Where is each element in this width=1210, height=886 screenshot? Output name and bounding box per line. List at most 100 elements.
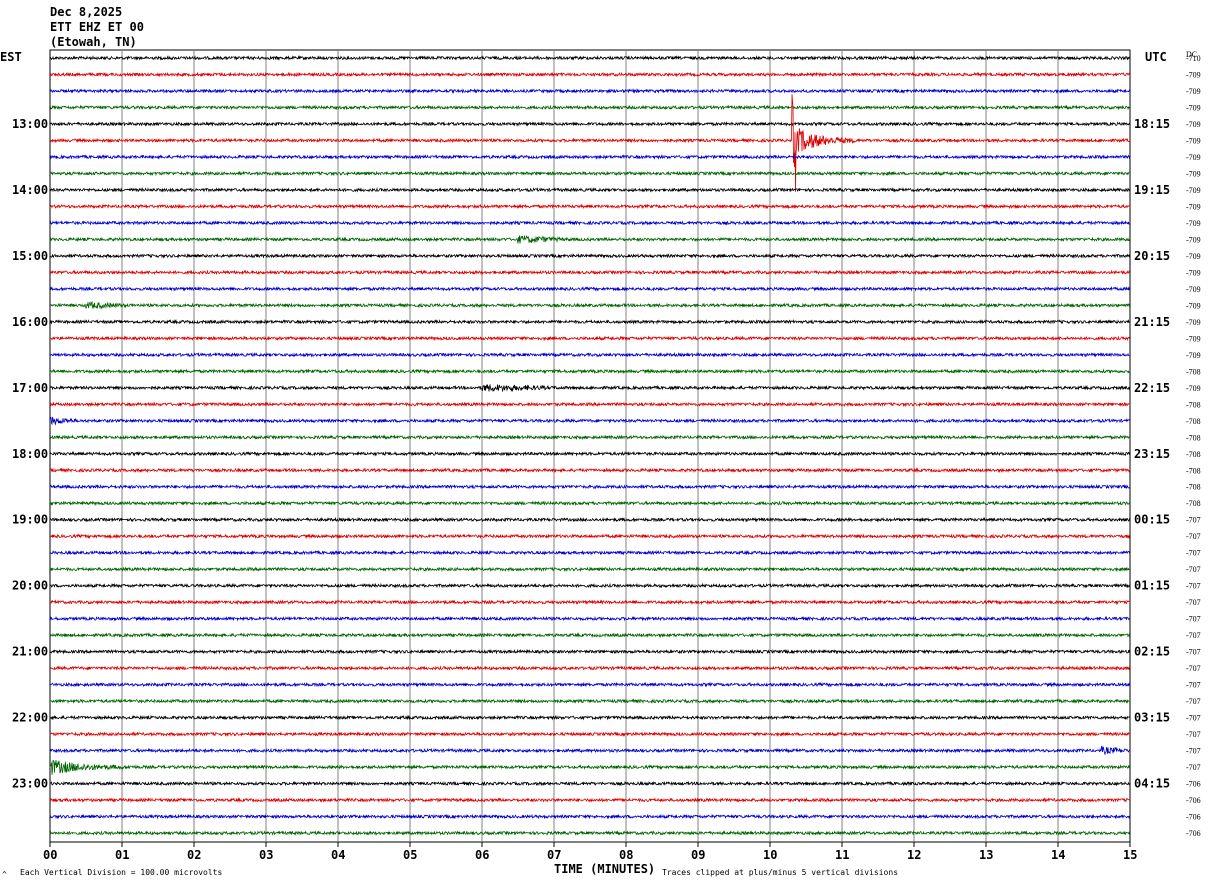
dc-offset-label: -707 — [1186, 697, 1201, 706]
trace-line — [49, 681, 1131, 688]
right-hour-label: 04:15 — [1134, 777, 1170, 791]
dc-offset-label: -707 — [1186, 615, 1201, 624]
right-hour-label: 02:15 — [1134, 645, 1170, 659]
x-tick-label: 05 — [403, 848, 417, 862]
trace-line — [49, 368, 1131, 375]
dc-offset-label: -709 — [1186, 219, 1201, 228]
trace-line — [49, 235, 1131, 244]
right-hour-label: 18:15 — [1134, 117, 1170, 131]
dc-offset-label: -708 — [1186, 483, 1201, 492]
dc-offset-label: -707 — [1186, 549, 1201, 558]
trace-line — [49, 121, 1131, 127]
trace-line — [49, 549, 1131, 556]
trace-line — [49, 665, 1131, 672]
dc-offset-label: -708 — [1186, 450, 1201, 459]
x-tick-label: 06 — [475, 848, 489, 862]
trace-line — [49, 698, 1131, 705]
dc-offset-label: -709 — [1186, 252, 1201, 261]
dc-offset-label: -707 — [1186, 730, 1201, 739]
x-tick-label: 09 — [691, 848, 705, 862]
left-hour-label: 18:00 — [12, 447, 48, 461]
right-hour-label: 20:15 — [1134, 249, 1170, 263]
trace-line — [49, 516, 1131, 523]
dc-offset-label: -707 — [1186, 681, 1201, 690]
x-tick-label: 03 — [259, 848, 273, 862]
trace-line — [49, 154, 1131, 160]
trace-line — [49, 830, 1131, 836]
trace-line — [49, 615, 1131, 622]
dc-offset-label: -708 — [1186, 400, 1201, 409]
x-tick-label: 08 — [619, 848, 633, 862]
left-hour-label: 16:00 — [12, 315, 48, 329]
x-tick-label: 04 — [331, 848, 345, 862]
trace-line — [49, 599, 1131, 606]
left-hour-label: 15:00 — [12, 249, 48, 263]
trace-line — [49, 335, 1131, 342]
x-axis-ticks: 00 01 02 03 04 05 06 07 08 09 10 11 12 13 14 15 — [43, 842, 1137, 862]
trace-line — [49, 714, 1131, 721]
left-timezone-label: EST — [0, 50, 22, 64]
dc-offset-label: -709 — [1186, 169, 1201, 178]
trace-line — [49, 416, 1131, 426]
trace-line — [49, 434, 1131, 441]
right-hour-label: 21:15 — [1134, 315, 1170, 329]
dc-offset-label: -706 — [1186, 813, 1201, 822]
dc-offset-label: -709 — [1186, 285, 1201, 294]
trace-line — [49, 731, 1131, 738]
dc-offset-label: -709 — [1186, 136, 1201, 145]
dc-offset-label: -709 — [1186, 103, 1201, 112]
time-grid — [49, 49, 1131, 843]
dc-offset-label: -707 — [1186, 714, 1201, 723]
trace-line — [49, 500, 1131, 507]
dc-offset-label: -709 — [1186, 268, 1201, 277]
right-hour-label: 03:15 — [1134, 711, 1170, 725]
left-hour-label: 14:00 — [12, 183, 48, 197]
dc-offset-label: -709 — [1186, 120, 1201, 129]
x-tick-label: 13 — [979, 848, 993, 862]
dc-offset-label: -709 — [1186, 301, 1201, 310]
dc-offset-label: -709 — [1186, 318, 1201, 327]
dc-offset-label: -707 — [1186, 648, 1201, 657]
dc-offset-label: -709 — [1186, 202, 1201, 211]
trace-line — [49, 71, 1131, 78]
trace-line — [49, 566, 1131, 573]
right-timezone-label: UTC — [1145, 50, 1167, 64]
record-date: Dec 8,2025 — [50, 5, 122, 19]
right-hour-label: 00:15 — [1134, 513, 1170, 527]
trace-line — [49, 745, 1131, 756]
corner-mark: ^ — [2, 870, 7, 879]
trace-line — [49, 351, 1131, 358]
dc-offset-label: -706 — [1186, 780, 1201, 789]
x-axis-title: TIME (MINUTES) — [554, 862, 655, 876]
trace-line — [49, 88, 1131, 94]
dc-offset-label: -709 — [1186, 334, 1201, 343]
dc-offset-label: -709 — [1186, 235, 1201, 244]
dc-offset-label: -709 — [1186, 384, 1201, 393]
x-tick-label: 12 — [907, 848, 921, 862]
dc-offset-label: -707 — [1186, 532, 1201, 541]
dc-offset-label: -708 — [1186, 499, 1201, 508]
clip-note: Traces clipped at plus/minus 5 vertical … — [662, 868, 898, 877]
dc-column-label: DC — [1186, 50, 1197, 59]
trace-line — [49, 483, 1131, 490]
dc-offset-label: -707 — [1186, 582, 1201, 591]
dc-offset-label: -707 — [1186, 747, 1201, 756]
scale-note: Each Vertical Division = 100.00 microvol… — [20, 868, 222, 877]
left-hour-label: 21:00 — [12, 645, 48, 659]
dc-offset-label: -707 — [1186, 664, 1201, 673]
x-tick-label: 01 — [115, 848, 129, 862]
dc-offset-label: -708 — [1186, 466, 1201, 475]
trace-group — [49, 55, 1131, 836]
dc-offset-label: -710 — [1186, 54, 1201, 63]
x-tick-label: 11 — [835, 848, 849, 862]
trace-line — [49, 648, 1131, 655]
dc-offset-label: -708 — [1186, 417, 1201, 426]
dc-offset-labels: -710 -709 -709 -709 -709 -709 -709 -709 -709 -709… — [1186, 54, 1201, 838]
x-tick-label: 15 — [1123, 848, 1137, 862]
x-tick-label: 00 — [43, 848, 57, 862]
dc-offset-label: -707 — [1186, 598, 1201, 607]
trace-line — [49, 94, 1130, 192]
trace-line — [49, 401, 1131, 408]
trace-line — [49, 318, 1131, 325]
